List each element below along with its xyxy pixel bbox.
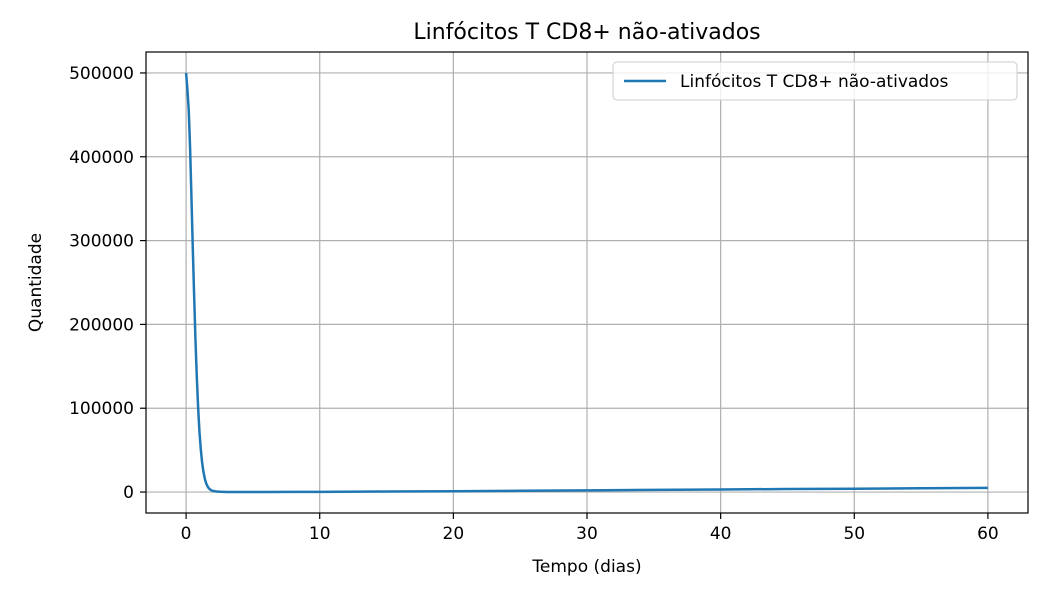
x-axis-ticks: 0 10 20 30 40 50 60: [181, 513, 999, 544]
legend-box: [612, 61, 1018, 101]
chart-title: Linfócitos T CD8+ não-ativados: [413, 20, 760, 45]
y-tick-label: 200000: [69, 315, 134, 335]
x-tick-label: 40: [710, 524, 732, 544]
x-tick-label: 20: [443, 524, 465, 544]
legend: Linfócitos T CD8+ não-ativados: [612, 61, 1018, 101]
y-tick-label: 100000: [69, 399, 134, 419]
x-tick-label: 10: [309, 524, 331, 544]
y-tick-label: 0: [123, 483, 134, 503]
x-axis-label: Tempo (dias): [531, 557, 641, 577]
y-tick-label: 500000: [69, 64, 134, 84]
x-tick-label: 60: [977, 524, 999, 544]
y-tick-label: 300000: [69, 232, 134, 252]
y-axis-label: Quantidade: [26, 233, 46, 332]
plot-area: [184, 72, 988, 494]
legend-entry-label: Linfócitos T CD8+ não-ativados: [680, 72, 948, 92]
y-tick-label: 400000: [69, 148, 134, 168]
grid: [146, 52, 1028, 513]
x-tick-label: 0: [181, 524, 192, 544]
y-axis-ticks: 0 100000 200000 300000 400000 500000: [69, 64, 146, 503]
x-tick-label: 30: [576, 524, 598, 544]
series-line: [184, 72, 988, 494]
x-tick-label: 50: [843, 524, 865, 544]
